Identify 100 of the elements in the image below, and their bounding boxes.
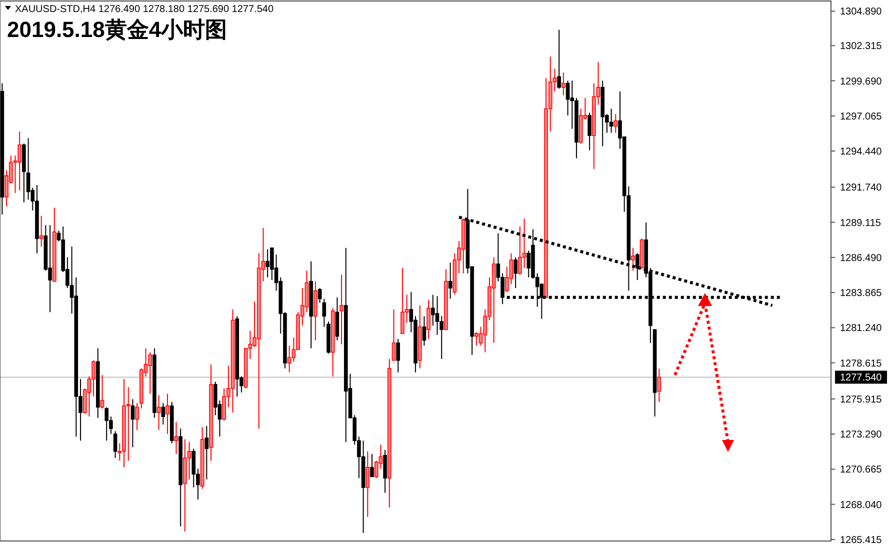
candlestick bbox=[100, 374, 104, 410]
candlestick bbox=[270, 247, 274, 281]
candlestick bbox=[187, 441, 192, 480]
candlestick bbox=[540, 284, 544, 320]
y-tick-label: 1281.240 bbox=[840, 323, 882, 334]
candlestick bbox=[109, 416, 113, 434]
candlestick bbox=[448, 262, 452, 300]
candlestick bbox=[557, 29, 561, 90]
candlestick bbox=[426, 300, 430, 340]
candlestick bbox=[396, 338, 400, 373]
candlestick bbox=[422, 316, 426, 346]
y-tick-label: 1299.690 bbox=[840, 76, 882, 88]
y-tick-label: 1278.615 bbox=[840, 358, 882, 370]
candlestick bbox=[161, 402, 166, 426]
candlestick bbox=[500, 272, 504, 305]
candlestick bbox=[635, 252, 640, 281]
candlestick bbox=[657, 368, 662, 402]
candlestick bbox=[431, 294, 435, 326]
candlestick bbox=[70, 246, 74, 314]
candlestick bbox=[562, 72, 566, 96]
candlestick bbox=[552, 68, 557, 92]
candlestick bbox=[266, 248, 270, 278]
candlestick bbox=[66, 256, 70, 289]
y-tick-label: 1265.415 bbox=[840, 534, 882, 546]
candlestick bbox=[509, 252, 514, 285]
candlestick bbox=[13, 155, 18, 194]
candlestick bbox=[474, 332, 478, 346]
candlestick bbox=[4, 170, 8, 207]
candlestick bbox=[378, 444, 383, 470]
candlestick bbox=[166, 393, 170, 434]
candlestick bbox=[583, 98, 588, 120]
candlestick bbox=[204, 425, 209, 480]
y-tick-label: 1291.740 bbox=[840, 182, 882, 194]
candlestick bbox=[570, 80, 574, 130]
y-tick-label: 1294.440 bbox=[840, 146, 882, 158]
y-tick-label: 1275.915 bbox=[840, 394, 882, 406]
candlestick bbox=[39, 215, 44, 248]
candlestick bbox=[366, 450, 370, 518]
y-tick-label: 1289.115 bbox=[840, 218, 882, 229]
candlestick bbox=[535, 272, 540, 308]
y-tick-label: 1283.865 bbox=[840, 288, 882, 300]
candlestick bbox=[352, 414, 356, 446]
candlestick bbox=[192, 448, 196, 488]
candlestick bbox=[144, 348, 148, 377]
candlestick bbox=[435, 296, 440, 336]
candlestick bbox=[370, 454, 374, 478]
candlestick bbox=[478, 326, 483, 346]
candlestick bbox=[483, 308, 488, 353]
candlestick bbox=[457, 240, 461, 274]
y-tick-label: 1270.665 bbox=[840, 464, 882, 476]
candlestick bbox=[174, 421, 178, 455]
ref-line-label: 1277.540 bbox=[840, 372, 882, 384]
candlestick bbox=[614, 114, 618, 134]
candlestick bbox=[404, 294, 409, 324]
candlestick bbox=[87, 376, 92, 418]
candlestick bbox=[218, 400, 222, 438]
candlestick bbox=[135, 402, 139, 430]
y-tick-label: 1268.040 bbox=[840, 500, 882, 511]
candlestick bbox=[340, 274, 344, 345]
candlestick bbox=[148, 352, 152, 394]
y-tick-label: 1304.890 bbox=[840, 6, 882, 18]
candlestick bbox=[526, 250, 531, 278]
candlestick bbox=[26, 138, 30, 200]
candlestick bbox=[240, 376, 244, 393]
candlestick bbox=[609, 108, 614, 134]
candlestick bbox=[252, 300, 256, 348]
candlestick bbox=[566, 80, 570, 116]
candlestick bbox=[92, 360, 96, 397]
candlestick bbox=[618, 90, 622, 150]
candlestick bbox=[496, 232, 500, 282]
candlestick bbox=[261, 227, 266, 282]
candlestick bbox=[357, 436, 361, 479]
y-tick-label: 1302.315 bbox=[840, 41, 882, 52]
candlestick bbox=[196, 468, 200, 500]
candlestick bbox=[113, 430, 118, 459]
candlestick bbox=[588, 112, 592, 151]
candlestick bbox=[156, 394, 161, 430]
candlestick bbox=[56, 230, 61, 242]
candlestick bbox=[104, 406, 108, 442]
candlestick bbox=[596, 61, 600, 106]
candlestick bbox=[383, 449, 387, 494]
candlestick bbox=[130, 398, 135, 448]
candlestick bbox=[292, 337, 296, 362]
y-tick-label: 1273.290 bbox=[840, 430, 882, 441]
candlestick bbox=[274, 254, 278, 292]
candlestick bbox=[222, 388, 226, 422]
chart-subtitle: XAUUSD-STD,H4 1276.490 1278.180 1275.690 1277.540 bbox=[15, 4, 274, 15]
candlestick bbox=[126, 386, 130, 462]
candlestick bbox=[514, 256, 518, 289]
candlestick bbox=[392, 308, 396, 361]
candlestick bbox=[287, 345, 292, 373]
candlestick bbox=[226, 365, 230, 408]
candlestick bbox=[78, 378, 82, 442]
candlestick bbox=[409, 292, 414, 333]
y-tick-label: 1286.490 bbox=[840, 252, 882, 264]
candlestick bbox=[118, 442, 122, 462]
candlestick bbox=[518, 226, 522, 276]
candlestick bbox=[605, 114, 609, 134]
candlestick bbox=[400, 267, 404, 334]
y-tick-label: 1297.065 bbox=[840, 111, 882, 122]
